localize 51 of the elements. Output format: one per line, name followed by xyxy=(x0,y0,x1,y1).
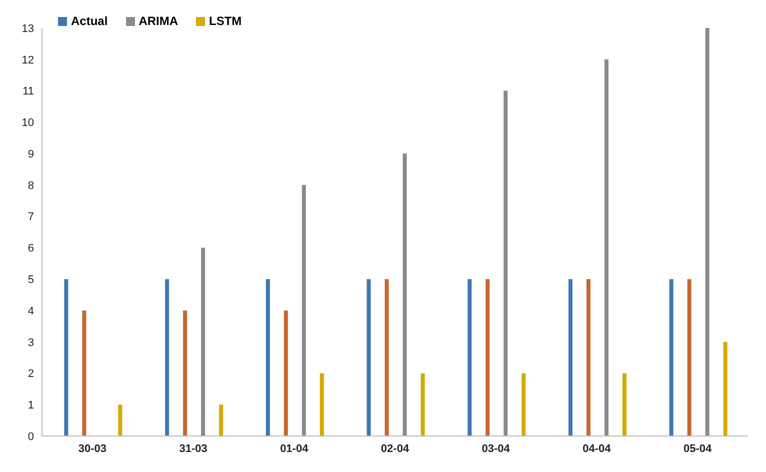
bar xyxy=(183,310,188,436)
bar xyxy=(266,279,270,436)
x-tick-label: 03-04 xyxy=(482,442,511,455)
x-tick-label: 02-04 xyxy=(380,442,410,455)
bar xyxy=(420,373,425,436)
legend-label: LSTM xyxy=(208,14,242,28)
x-tick-label: 04-04 xyxy=(582,442,612,455)
bar xyxy=(504,90,508,436)
y-tick-label: 13 xyxy=(22,22,34,35)
y-tick-label: 7 xyxy=(28,211,34,224)
bar xyxy=(604,59,608,436)
bar xyxy=(219,404,224,436)
bar xyxy=(384,279,389,436)
legend-label: Actual xyxy=(70,14,108,28)
y-tick-label: 12 xyxy=(22,54,34,66)
x-tick-label: 30-03 xyxy=(78,442,106,455)
y-tick-label: 4 xyxy=(28,305,34,318)
bar xyxy=(284,310,288,436)
y-tick-label: 8 xyxy=(28,180,34,192)
y-tick-label: 9 xyxy=(28,148,34,160)
y-tick-label: 10 xyxy=(22,117,34,130)
bar xyxy=(687,279,692,436)
x-tick-label: 01-04 xyxy=(280,442,310,455)
bar xyxy=(705,28,710,436)
bar xyxy=(366,279,371,436)
y-tick-label: 6 xyxy=(28,242,34,255)
x-tick-label: 05-04 xyxy=(684,442,713,455)
y-tick-label: 5 xyxy=(28,274,34,286)
y-tick-label: 1 xyxy=(28,400,34,412)
y-tick-label: 2 xyxy=(28,368,34,380)
bar xyxy=(320,373,324,436)
bar xyxy=(522,373,526,436)
bar xyxy=(486,279,490,436)
bar xyxy=(165,279,170,436)
bar xyxy=(586,279,590,436)
bar xyxy=(118,404,122,436)
bar xyxy=(201,248,206,436)
y-tick-label: 3 xyxy=(28,336,34,349)
bar xyxy=(468,279,472,436)
bar xyxy=(402,154,407,436)
bar xyxy=(669,279,674,436)
bar xyxy=(82,310,86,436)
legend-label: ARIMA xyxy=(138,14,178,28)
x-tick-label: 31-03 xyxy=(179,442,208,455)
bar xyxy=(568,279,572,436)
bar xyxy=(622,373,626,436)
bar xyxy=(723,342,728,436)
y-tick-label: 11 xyxy=(22,86,34,98)
y-tick-label: 0 xyxy=(28,430,34,443)
bar xyxy=(302,184,306,436)
bar xyxy=(64,279,68,436)
